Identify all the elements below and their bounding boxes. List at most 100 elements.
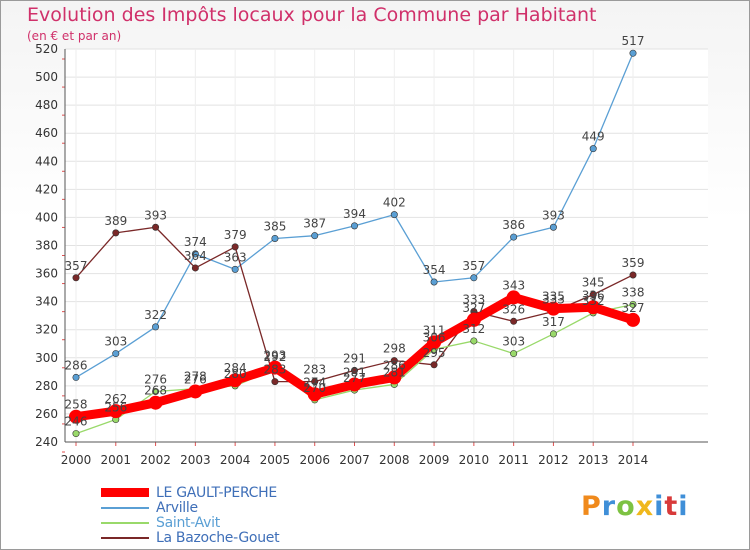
x-tick-label: 2001	[101, 453, 132, 467]
data-point	[152, 223, 160, 231]
data-label: 258	[65, 398, 88, 412]
data-label: 363	[224, 250, 247, 264]
data-label: 256	[104, 401, 127, 415]
data-point	[629, 49, 637, 57]
data-point	[152, 387, 160, 395]
x-tick-label: 2007	[339, 453, 370, 467]
data-point	[626, 312, 640, 327]
x-tick-label: 2006	[299, 453, 330, 467]
x-tick-label: 2014	[618, 453, 649, 467]
data-label: 393	[144, 208, 167, 222]
legend-label: LE GAULT-PERCHE	[156, 485, 277, 501]
data-point	[228, 373, 243, 388]
x-tick-label: 2013	[578, 453, 609, 467]
data-label: 283	[303, 363, 326, 377]
data-label: 284	[224, 361, 247, 375]
data-label: 295	[423, 346, 446, 360]
data-label: 306	[423, 330, 446, 344]
data-label: 357	[65, 259, 88, 273]
legend-swatch	[101, 522, 149, 524]
chart-subtitle: (en € et par an)	[27, 29, 122, 43]
data-point	[549, 223, 557, 231]
legend-label: Arville	[156, 500, 198, 516]
legend-label: La Bazoche-Gouet	[156, 530, 280, 546]
y-tick-label: 280	[35, 379, 58, 393]
data-point	[72, 274, 80, 282]
data-point	[267, 360, 282, 375]
y-tick-label: 320	[35, 323, 58, 337]
x-tick-label: 2010	[459, 453, 490, 467]
data-label: 322	[144, 308, 167, 322]
x-tick-label: 2012	[538, 453, 569, 467]
data-label: 327	[622, 301, 645, 315]
x-tick-label: 2005	[260, 453, 291, 467]
x-tick-label: 2003	[180, 453, 211, 467]
data-point	[152, 323, 160, 331]
data-point	[549, 330, 557, 338]
data-label: 292	[263, 350, 286, 364]
data-point	[430, 361, 438, 369]
legend-label: Saint-Avit	[156, 515, 220, 531]
data-label: 281	[383, 365, 406, 379]
data-label: 303	[502, 335, 525, 349]
data-point	[271, 378, 279, 386]
proxiti-logo: Proxiti	[581, 491, 689, 522]
data-point	[148, 395, 163, 410]
data-label: 293	[263, 349, 286, 363]
data-label: 379	[224, 228, 247, 242]
data-label: 281	[343, 365, 366, 379]
y-tick-label: 300	[35, 351, 58, 365]
data-point	[347, 377, 362, 392]
data-point	[629, 271, 637, 279]
data-label: 364	[184, 249, 207, 263]
data-label: 389	[104, 214, 127, 228]
x-tick-label: 2008	[379, 453, 410, 467]
data-label: 262	[104, 392, 127, 406]
data-point	[390, 211, 398, 219]
data-point	[108, 404, 123, 419]
data-label: 274	[303, 375, 326, 389]
y-tick-label: 500	[35, 70, 58, 84]
y-tick-label: 240	[35, 435, 58, 449]
data-label: 326	[502, 302, 525, 316]
data-point	[470, 337, 478, 345]
data-label: 317	[542, 315, 565, 329]
data-label: 312	[462, 322, 485, 336]
data-point	[629, 300, 637, 308]
data-point	[430, 278, 438, 286]
data-point	[390, 357, 398, 365]
data-point	[311, 232, 319, 240]
data-label: 286	[383, 358, 406, 372]
data-label: 283	[263, 363, 286, 377]
data-label: 333	[542, 292, 565, 306]
data-label: 276	[184, 372, 207, 386]
y-tick-label: 520	[35, 42, 58, 56]
data-label: 268	[144, 384, 167, 398]
legend-swatch	[101, 537, 149, 539]
y-tick-label: 400	[35, 210, 58, 224]
data-label: 359	[622, 256, 645, 270]
data-label: 311	[423, 323, 446, 337]
data-point	[510, 350, 518, 358]
data-label: 291	[343, 351, 366, 365]
x-tick-label: 2002	[140, 453, 171, 467]
data-label: 402	[383, 196, 406, 210]
data-point	[589, 291, 597, 299]
data-point	[72, 373, 80, 381]
legend-swatch	[101, 507, 149, 509]
data-point	[188, 384, 203, 399]
x-tick-label: 2004	[220, 453, 251, 467]
data-label: 393	[542, 208, 565, 222]
data-point	[510, 317, 518, 325]
data-label: 394	[343, 207, 366, 221]
y-tick-label: 460	[35, 126, 58, 140]
x-tick-label: 2009	[419, 453, 450, 467]
legend-swatch	[101, 488, 149, 497]
data-point	[69, 409, 83, 424]
data-point	[271, 234, 279, 242]
data-point	[112, 350, 120, 358]
data-label: 386	[502, 218, 525, 232]
data-label: 336	[582, 288, 605, 302]
data-point	[506, 290, 521, 305]
